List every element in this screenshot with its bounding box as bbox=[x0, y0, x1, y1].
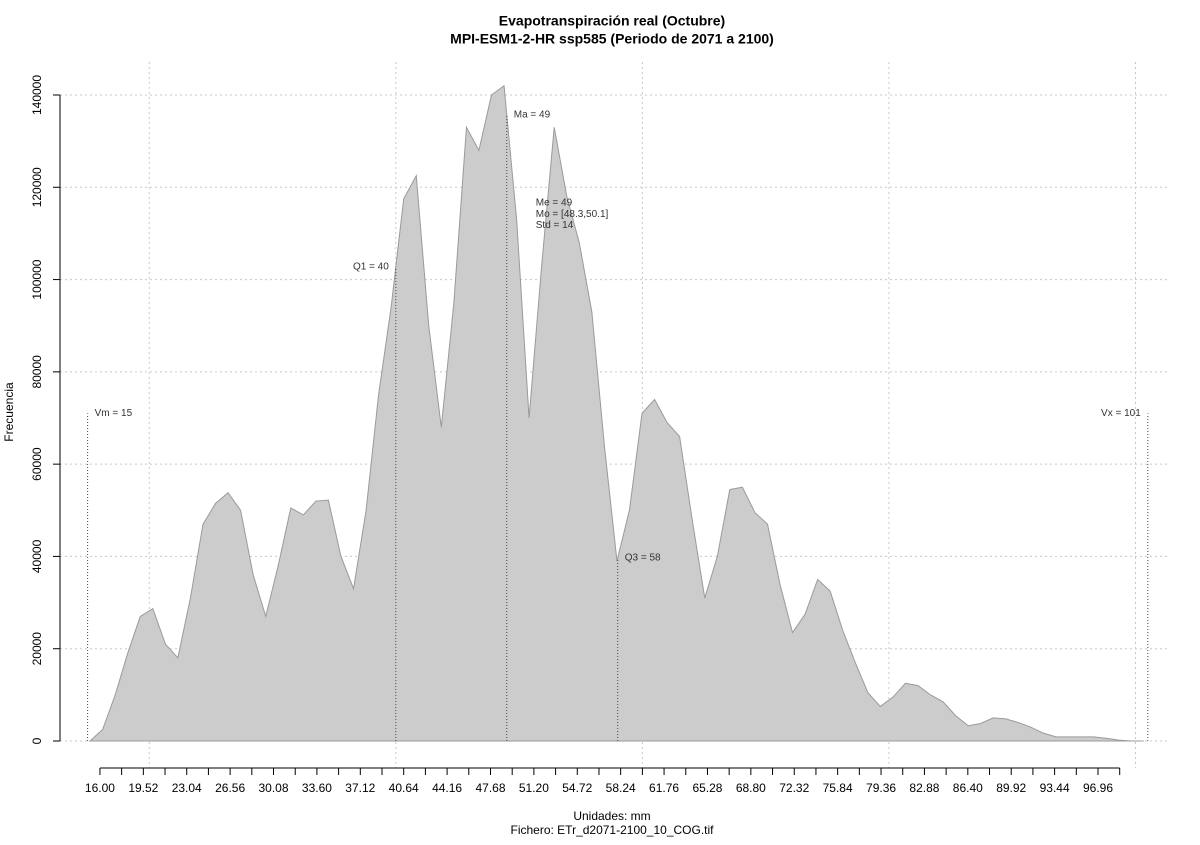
chart-title: Evapotranspiración real (Octubre) bbox=[499, 13, 725, 29]
file-label: Fichero: ETr_d2071-2100_10_COG.tif bbox=[511, 823, 715, 837]
x-tick-label: 33.60 bbox=[302, 781, 332, 795]
area bbox=[88, 84, 1144, 742]
annotation-label: Q1 = 40 bbox=[353, 261, 389, 272]
annotation-label: Vm = 15 bbox=[95, 408, 133, 419]
x-tick-label: 75.84 bbox=[823, 781, 853, 795]
annotation-label: Ma = 49 bbox=[514, 109, 551, 120]
x-tick-label: 16.00 bbox=[85, 781, 115, 795]
stat-label: Mo = [48.3,50.1] bbox=[536, 209, 609, 220]
x-tick-label: 65.28 bbox=[692, 781, 722, 795]
x-tick-label: 96.96 bbox=[1083, 781, 1113, 795]
chart-subtitle: MPI-ESM1-2-HR ssp585 (Periodo de 2071 a … bbox=[450, 31, 774, 47]
x-tick-label: 37.12 bbox=[345, 781, 375, 795]
y-tick-label: 100000 bbox=[30, 259, 44, 299]
y-tick-label: 140000 bbox=[30, 75, 44, 115]
stat-label: Std = 14 bbox=[536, 220, 574, 231]
x-tick-label: 26.56 bbox=[215, 781, 245, 795]
y-tick-label: 0 bbox=[30, 737, 44, 744]
x-tick-label: 93.44 bbox=[1040, 781, 1070, 795]
x-tick-label: 51.20 bbox=[519, 781, 549, 795]
x-tick-label: 82.88 bbox=[909, 781, 939, 795]
annotation-label: Q3 = 58 bbox=[625, 553, 661, 564]
x-tick-label: 47.68 bbox=[475, 781, 505, 795]
x-tick-label: 30.08 bbox=[259, 781, 289, 795]
x-tick-label: 72.32 bbox=[779, 781, 809, 795]
x-tick-label: 40.64 bbox=[389, 781, 419, 795]
x-tick-label: 89.92 bbox=[996, 781, 1026, 795]
y-tick-label: 20000 bbox=[30, 632, 44, 666]
x-tick-label: 44.16 bbox=[432, 781, 462, 795]
x-tick-label: 54.72 bbox=[562, 781, 592, 795]
y-tick-label: 60000 bbox=[30, 447, 44, 481]
y-tick-label: 40000 bbox=[30, 539, 44, 573]
x-tick-label: 23.04 bbox=[172, 781, 202, 795]
annotation-label: Vx = 101 bbox=[1101, 408, 1141, 419]
y-tick-label: 120000 bbox=[30, 167, 44, 207]
x-tick-label: 79.36 bbox=[866, 781, 896, 795]
y-tick-label: 80000 bbox=[30, 355, 44, 389]
x-axis-label: Unidades: mm bbox=[573, 809, 650, 823]
x-tick-label: 58.24 bbox=[606, 781, 636, 795]
y-axis-label: Frecuencia bbox=[2, 382, 16, 442]
x-tick-label: 86.40 bbox=[953, 781, 983, 795]
x-tick-label: 19.52 bbox=[128, 781, 158, 795]
x-tick-label: 61.76 bbox=[649, 781, 679, 795]
x-tick-label: 68.80 bbox=[736, 781, 766, 795]
stat-label: Me = 49 bbox=[536, 198, 573, 209]
